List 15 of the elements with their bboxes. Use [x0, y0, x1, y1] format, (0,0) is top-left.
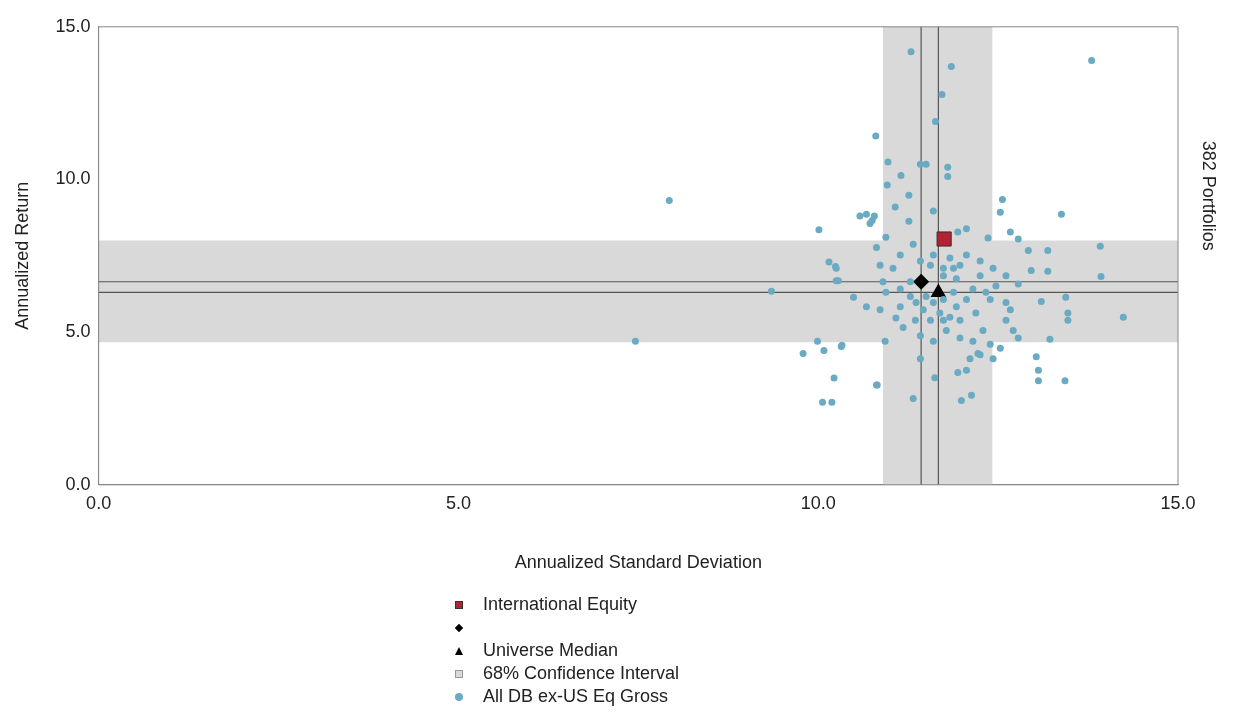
x-tick-label: 5.0	[445, 492, 471, 513]
legend-label: International Equity	[483, 594, 638, 615]
x-tick-label: 10.0	[800, 492, 836, 513]
x-tick-label: 0.0	[86, 492, 112, 513]
text: 382 Portfolios	[1199, 140, 1220, 251]
x-axis-title: Annualized Standard Deviation	[514, 552, 762, 573]
legend-label: 68% Confidence Interval	[483, 663, 680, 684]
y-tick-label: 5.0	[65, 321, 91, 342]
y-tick-label: 0.0	[65, 473, 91, 494]
y-tick-label: 15.0	[55, 15, 91, 36]
x-tick-label: 15.0	[1160, 492, 1196, 513]
y-tick-label: 10.0	[55, 168, 91, 189]
legend-label: All DB ex-US Eq Gross	[483, 686, 669, 707]
legend-label: Universe Median	[483, 640, 619, 661]
y-axis-title: Annualized Return	[11, 181, 32, 330]
